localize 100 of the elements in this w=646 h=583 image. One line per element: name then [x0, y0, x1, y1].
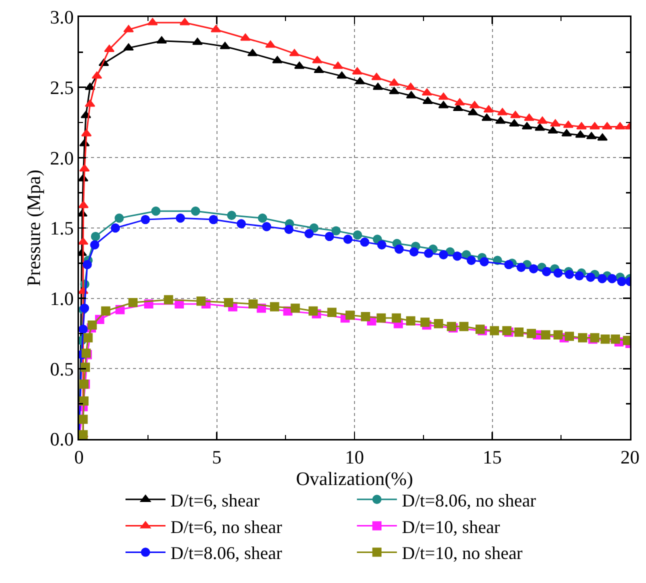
y-tick-label: 2.5 [50, 78, 74, 99]
legend-label: D/t=10, shear [402, 516, 500, 537]
point [553, 330, 563, 340]
point [79, 237, 88, 245]
point [459, 322, 468, 332]
point [140, 214, 150, 224]
x-tick-label: 15 [482, 447, 502, 468]
point [466, 256, 476, 265]
point [541, 330, 550, 340]
point [309, 223, 319, 233]
point [208, 214, 218, 224]
point [514, 327, 524, 337]
point [548, 126, 558, 134]
point [480, 257, 489, 266]
point [409, 247, 419, 257]
point [308, 306, 318, 316]
point [258, 214, 268, 223]
point [284, 224, 294, 234]
point [123, 43, 134, 51]
point [516, 262, 526, 272]
point [495, 116, 506, 124]
point [82, 260, 92, 270]
point [343, 234, 352, 244]
point [392, 313, 401, 323]
point [597, 133, 608, 141]
point [248, 299, 258, 309]
point [164, 295, 174, 304]
point [598, 274, 607, 284]
point [509, 119, 520, 127]
point [247, 48, 258, 56]
y-tick-label: 0.0 [50, 430, 74, 451]
y-axis-title: Pressure (Mpa) [24, 170, 46, 286]
point [376, 313, 386, 323]
point [553, 268, 563, 278]
legend-label: D/t=8.06, shear [170, 543, 282, 564]
x-tick-label: 5 [212, 447, 222, 468]
point [422, 88, 432, 96]
point [190, 206, 200, 216]
point [406, 91, 416, 98]
point [314, 66, 324, 74]
point [607, 274, 617, 284]
y-tick-label: 2.0 [50, 148, 74, 170]
point [394, 244, 404, 254]
point [262, 222, 272, 232]
x-axis-title: Ovalization(%) [296, 468, 414, 490]
point [352, 67, 362, 74]
point [80, 362, 90, 372]
point [224, 298, 234, 308]
point [79, 414, 88, 424]
point [574, 271, 584, 280]
point [377, 240, 386, 250]
point [79, 396, 89, 406]
point [110, 223, 120, 233]
x-tick-label: 10 [345, 447, 364, 468]
point [371, 72, 382, 80]
legend-label: D/t=10, no shear [402, 543, 523, 564]
point [434, 319, 444, 328]
point [617, 276, 626, 286]
point [336, 71, 348, 79]
point [176, 214, 185, 223]
point [304, 229, 314, 238]
point [528, 264, 538, 274]
y-tick-label: 0.5 [50, 359, 74, 380]
x-tick-label: 20 [620, 447, 640, 468]
point [270, 302, 280, 312]
point [88, 320, 97, 330]
point [420, 318, 430, 327]
point [422, 96, 433, 104]
legend-label: D/t=6, shear [170, 490, 260, 510]
point [220, 42, 230, 50]
point [452, 104, 464, 112]
point [114, 214, 124, 223]
point [482, 114, 492, 121]
point [586, 132, 597, 140]
legend-label: D/t=6, no shear [170, 516, 282, 537]
point [360, 237, 370, 247]
point [90, 240, 100, 250]
point [424, 248, 434, 258]
point [610, 334, 620, 344]
point [101, 306, 110, 316]
point [542, 267, 552, 276]
point [600, 334, 610, 344]
point [578, 333, 588, 342]
point [227, 210, 236, 220]
point [564, 270, 574, 280]
point [236, 219, 246, 228]
point [360, 312, 370, 322]
point [79, 200, 89, 208]
legend-label: D/t=8.06, no shear [402, 490, 536, 510]
point [590, 122, 600, 130]
y-tick-label: 1.5 [50, 218, 74, 240]
point [79, 324, 88, 334]
point [345, 310, 355, 320]
point [526, 328, 536, 338]
point [406, 316, 416, 326]
point [452, 252, 462, 261]
point [79, 164, 90, 172]
point [90, 232, 100, 242]
x-tick-label: 0 [74, 447, 84, 468]
point [289, 48, 300, 56]
